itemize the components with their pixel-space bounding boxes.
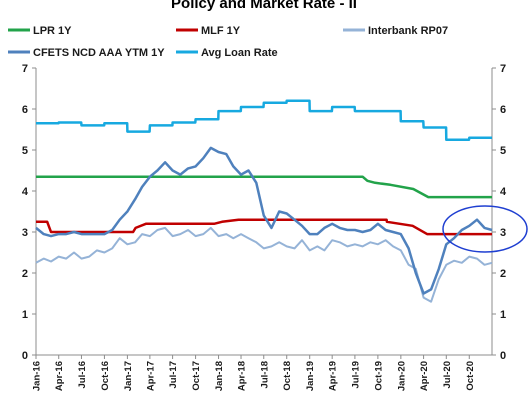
y-tick-label-left: 2: [22, 268, 28, 280]
y-tick-label-right: 3: [500, 227, 506, 239]
legend-label: MLF 1Y: [201, 25, 241, 37]
series-line-avg-loan-rate: [36, 99, 492, 142]
x-tick-label: Apr-16: [54, 361, 65, 391]
x-tick-label: Jul-20: [442, 361, 453, 388]
y-tick-label-left: 6: [22, 104, 28, 116]
series-line-cfets-ncd-aaa-ytm-1y: [35, 146, 493, 295]
x-tick-label: Jul-19: [350, 361, 361, 388]
highlight-ellipse: [442, 205, 528, 253]
y-tick-label-left: 1: [22, 309, 28, 321]
legend-label: LPR 1Y: [33, 25, 72, 37]
x-tick-label: Jan-19: [305, 361, 316, 391]
x-tick-label: Apr-18: [237, 361, 248, 391]
series-line-mlf-1y: [36, 218, 492, 236]
legend-label: Avg Loan Rate: [201, 47, 278, 59]
x-tick-label: Oct-19: [373, 361, 384, 391]
x-tick-label: Jan-18: [214, 361, 225, 391]
y-tick-label-left: 7: [22, 63, 28, 75]
x-tick-label: Jan-16: [32, 361, 43, 391]
y-tick-label-right: 6: [500, 104, 506, 116]
series-layer: [35, 99, 493, 303]
y-tick-label-right: 7: [500, 63, 506, 75]
x-tick-label: Jul-18: [259, 361, 270, 388]
y-tick-label-left: 3: [22, 227, 28, 239]
y-tick-label-left: 4: [22, 186, 29, 198]
x-tick-label: Jan-20: [396, 361, 407, 391]
ticks: 0 0 1 1 2 2 3 3 4 4 5 5 6 6 7 7 Jan-16 Apr-16 Jul-16 Oct-16…: [22, 63, 507, 391]
x-tick-label: Apr-19: [328, 361, 339, 391]
legend: LPR 1Y MLF 1Y Interbank RP07 CFETS NCD AAA …: [8, 25, 448, 59]
x-tick-label: Oct-17: [191, 361, 202, 391]
y-tick-label-right: 0: [500, 350, 506, 362]
y-tick-label-right: 2: [500, 268, 506, 280]
y-tick-label-right: 5: [500, 145, 506, 157]
y-tick-label-left: 5: [22, 145, 28, 157]
y-tick-label-right: 4: [500, 186, 507, 198]
series-line-lpr-1y: [36, 175, 492, 199]
x-tick-label: Apr-20: [419, 361, 430, 391]
y-tick-label-left: 0: [22, 350, 28, 362]
x-tick-label: Jul-17: [168, 361, 179, 388]
legend-label: CFETS NCD AAA YTM 1Y: [33, 47, 165, 59]
y-tick-label-right: 1: [500, 309, 506, 321]
x-tick-label: Jan-17: [123, 361, 134, 391]
chart-title: Policy and Market Rate - II: [171, 0, 357, 12]
legend-label: Interbank RP07: [368, 25, 448, 37]
x-tick-label: Apr-17: [145, 361, 156, 391]
x-tick-label: Oct-20: [465, 361, 476, 391]
x-tick-label: Jul-16: [77, 361, 88, 388]
x-tick-label: Oct-18: [282, 361, 293, 391]
x-tick-label: Oct-16: [100, 361, 111, 391]
